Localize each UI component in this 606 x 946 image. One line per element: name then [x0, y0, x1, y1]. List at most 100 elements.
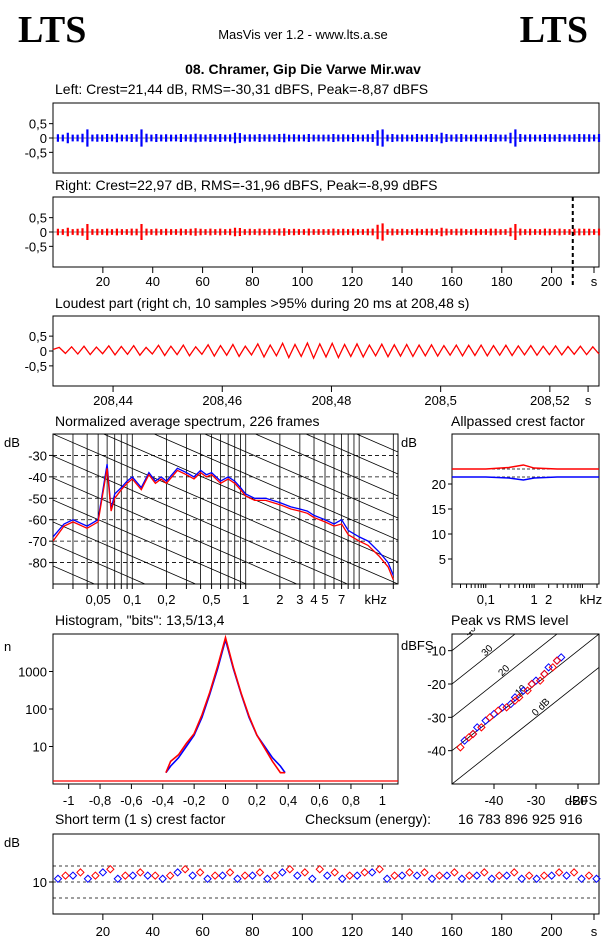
allpassed-xtick-label: 1	[530, 592, 537, 607]
peak-rms-point-left	[489, 709, 499, 719]
time-xtick-label: s	[591, 274, 598, 289]
allpassed-xtick-label: 0,1	[477, 592, 495, 607]
short-term-point-left	[203, 874, 212, 884]
peak-rms-point-left	[552, 656, 562, 665]
short-term-point-right	[76, 868, 85, 877]
histogram-xtick-label: 0,6	[311, 793, 329, 808]
short-term-xtick-label: 20	[96, 924, 110, 939]
spectrum-slope-line	[53, 543, 147, 584]
short-term-point-right	[420, 868, 429, 877]
spectrum-ytick-label: -50	[28, 491, 47, 506]
peak-rms-xtick-label: dBFS	[565, 793, 598, 808]
short-term-point-left	[592, 874, 601, 884]
short-term-point-right	[390, 871, 399, 880]
loudest-ytick-label: 0,5	[29, 329, 47, 344]
short-term-point-left	[352, 871, 362, 880]
allpassed-frame	[451, 433, 600, 585]
left-waveform-ytick-label: 0,5	[29, 117, 47, 132]
spectrum-xtick-label: 7	[338, 592, 345, 607]
short-term-point-left	[83, 874, 93, 884]
histogram-xtick-label: 0	[222, 793, 229, 808]
time-xtick-label: 120	[341, 274, 363, 289]
spectrum-xtick-label: 1	[242, 592, 249, 607]
spectrum-xtick-label: 5	[321, 592, 328, 607]
short-term-point-left	[218, 871, 227, 880]
short-term-point-right	[569, 868, 579, 877]
loudest-part-title: Loudest part (right ch, 10 samples >95% …	[55, 295, 470, 311]
spectrum-xtick-label: 3	[296, 592, 303, 607]
loudest-xtick-label: 208,44	[93, 393, 133, 408]
allpassed-series-right	[452, 464, 599, 470]
histogram-xtick-label: -0,8	[89, 793, 111, 808]
right-waveform-ytick-label: -0,5	[25, 239, 47, 254]
time-xtick-label: 100	[291, 274, 313, 289]
spectrum-ytick-label: -60	[28, 513, 47, 528]
short-term-point-left	[577, 874, 586, 884]
histogram-ylabel: n	[4, 639, 11, 654]
spectrum-slope-line	[355, 434, 398, 453]
peak-rms-diagonal-label: 20	[497, 663, 513, 679]
peak-rms-ytick-label: -40	[427, 744, 446, 759]
short-term-xtick-label: 120	[341, 924, 363, 939]
short-term-point-left	[442, 871, 452, 880]
histogram-xtick-label: 0,8	[342, 793, 360, 808]
allpassed-xtick-label: kHz	[580, 592, 602, 607]
spectrum-slope-line	[53, 455, 349, 584]
time-xtick-label: 140	[391, 274, 413, 289]
peak-rms-ytick-label: -10	[427, 644, 446, 659]
peak-rms-point-right	[527, 679, 537, 689]
time-xtick-label: 60	[195, 274, 209, 289]
short-term-point-left	[293, 871, 302, 880]
spectrum-slope-line	[53, 698, 398, 848]
short-term-crest-title: Short term (1 s) crest factor	[55, 811, 226, 827]
short-term-ytick-label: 10	[33, 875, 47, 890]
right-waveform-title: Right: Crest=22,97 dB, RMS=-31,96 dBFS, …	[55, 177, 438, 193]
short-term-point-left	[53, 874, 63, 884]
short-term-point-right	[150, 871, 160, 880]
short-term-xtick-label: s	[591, 924, 598, 939]
peak-rms-point-right	[535, 676, 545, 685]
left-waveform-ytick-label: -0,5	[25, 145, 47, 160]
spectrum-slope-line	[53, 521, 197, 584]
short-term-point-right	[524, 871, 534, 880]
peak-rms-xtick-label: -40	[485, 793, 504, 808]
peak-rms-point-right	[477, 723, 486, 732]
short-term-point-left	[263, 874, 272, 884]
short-term-xtick-label: 40	[145, 924, 159, 939]
short-term-point-right	[435, 871, 444, 880]
short-term-point-left	[427, 874, 437, 884]
short-term-point-right	[345, 871, 354, 880]
short-term-xtick-label: 140	[391, 924, 413, 939]
short-term-point-left	[173, 868, 182, 877]
short-term-point-left	[457, 874, 467, 884]
histogram-xtick-label: 0,2	[248, 793, 266, 808]
short-term-point-left	[367, 868, 377, 877]
short-term-point-left	[233, 874, 242, 884]
short-term-point-right	[121, 871, 130, 880]
histogram-xtick-label: -1	[63, 793, 75, 808]
short-term-frame	[52, 833, 600, 915]
allpassed-ytick-label: 10	[432, 527, 446, 542]
loudest-signal	[52, 341, 600, 360]
short-term-point-left	[562, 871, 571, 880]
peak-rms-diagonal-label: 40	[463, 623, 479, 639]
app-title: MasVis ver 1.2 - www.lts.a.se	[218, 27, 388, 42]
short-term-point-left	[532, 874, 541, 884]
short-term-point-right	[539, 871, 549, 880]
peak-rms-diagonal	[452, 666, 599, 784]
short-term-point-right	[375, 864, 384, 874]
short-term-point-right	[300, 868, 310, 877]
peak-rms-ytick-label: -30	[427, 710, 446, 725]
short-term-point-right	[136, 868, 145, 877]
spectrum-slope-line	[53, 499, 248, 584]
short-term-point-right	[61, 871, 70, 880]
short-term-point-left	[143, 871, 152, 880]
allpassed-series-left	[452, 476, 599, 481]
short-term-xtick-label: 80	[245, 924, 259, 939]
spectrum-ytick-label: -70	[28, 534, 47, 549]
peak-rms-point-left	[481, 716, 490, 725]
spectrum-xtick-label: kHz	[365, 592, 387, 607]
checksum-value: 16 783 896 925 916	[458, 811, 583, 827]
loudest-ytick-label: -0,5	[25, 359, 47, 374]
